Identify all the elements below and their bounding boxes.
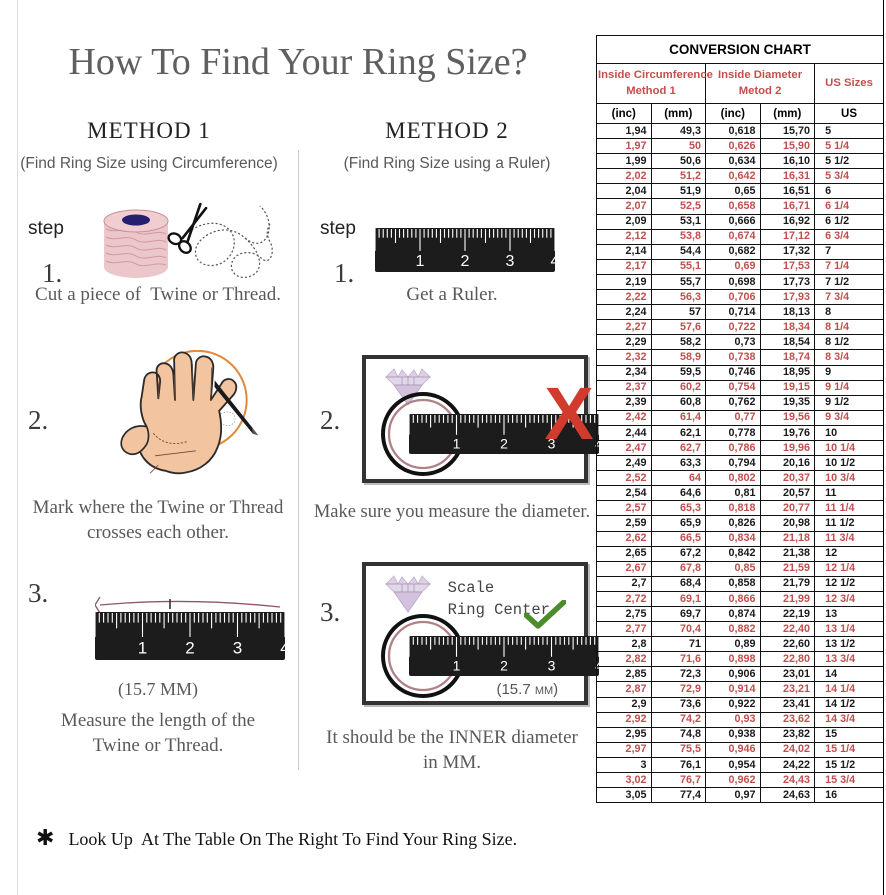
svg-text:3: 3 <box>548 657 556 673</box>
svg-text:2: 2 <box>185 638 194 657</box>
svg-text:1: 1 <box>453 435 461 451</box>
svg-text:2: 2 <box>500 435 508 451</box>
svg-text:3: 3 <box>233 638 242 657</box>
svg-text:1: 1 <box>138 638 147 657</box>
svg-text:2: 2 <box>500 657 508 673</box>
svg-text:2: 2 <box>461 253 470 270</box>
svg-text:4: 4 <box>551 253 555 270</box>
svg-text:X: X <box>544 383 593 453</box>
svg-text:1: 1 <box>453 657 461 673</box>
svg-text:1: 1 <box>416 253 425 270</box>
svg-text:4: 4 <box>280 638 285 657</box>
svg-text:3: 3 <box>506 253 515 270</box>
